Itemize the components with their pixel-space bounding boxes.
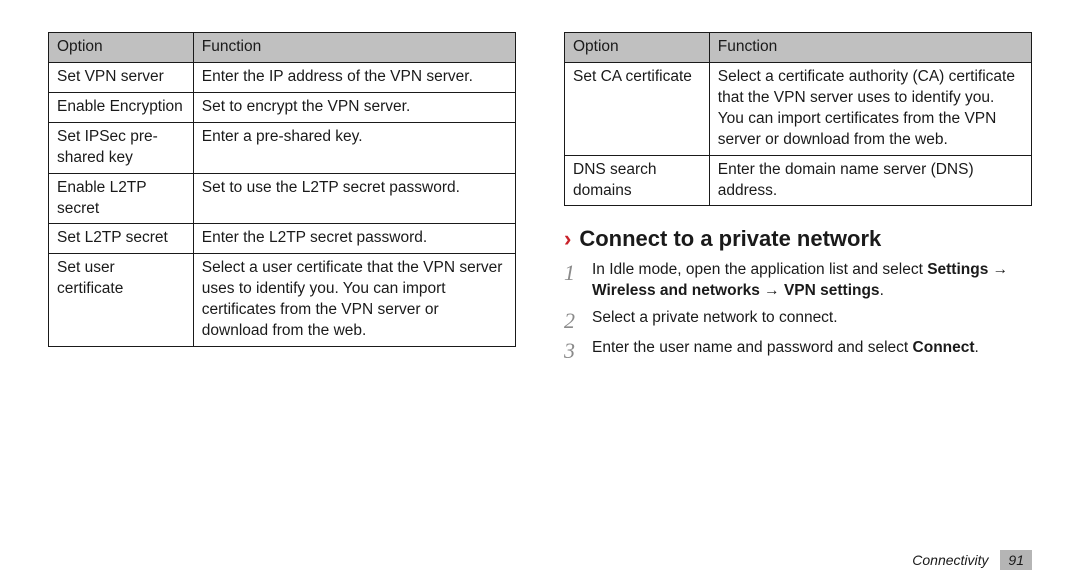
step-text-part: In Idle mode, open the application list …	[592, 261, 927, 278]
left-column: Option Function Set VPN server Enter the…	[48, 32, 516, 586]
step-number: 1	[564, 260, 592, 284]
option-cell: Set VPN server	[49, 62, 194, 92]
step-number: 3	[564, 338, 592, 362]
step-text: Select a private network to connect.	[592, 308, 1032, 329]
table-row: Set IPSec pre-shared key Enter a pre-sha…	[49, 122, 516, 173]
option-cell: Set user certificate	[49, 254, 194, 347]
function-cell: Select a certificate authority (CA) cert…	[709, 62, 1031, 155]
table-row: Set user certificate Select a user certi…	[49, 254, 516, 347]
function-cell: Set to use the L2TP secret password.	[193, 173, 515, 224]
step-text: Enter the user name and password and sel…	[592, 338, 1032, 359]
header-option: Option	[49, 33, 194, 63]
section-title: Connect to a private network	[579, 226, 881, 252]
table-row: Enable Encryption Set to encrypt the VPN…	[49, 92, 516, 122]
option-cell: Enable L2TP secret	[49, 173, 194, 224]
step-text-part: Enter the user name and password and sel…	[592, 339, 913, 356]
option-cell: Set CA certificate	[565, 62, 710, 155]
table-row: DNS search domains Enter the domain name…	[565, 155, 1032, 206]
step-number: 2	[564, 308, 592, 332]
section-heading: › Connect to a private network	[564, 226, 1032, 252]
table-header-row: Option Function	[565, 33, 1032, 63]
step-item: 2 Select a private network to connect.	[564, 308, 1032, 332]
right-column: Option Function Set CA certificate Selec…	[564, 32, 1032, 586]
manual-page: Option Function Set VPN server Enter the…	[0, 0, 1080, 586]
step-text-part: .	[880, 282, 884, 299]
function-cell: Enter the domain name server (DNS) addre…	[709, 155, 1031, 206]
function-cell: Enter the L2TP secret password.	[193, 224, 515, 254]
header-option: Option	[565, 33, 710, 63]
function-cell: Enter the IP address of the VPN server.	[193, 62, 515, 92]
chapter-label: Connectivity	[912, 552, 988, 568]
header-function: Function	[709, 33, 1031, 63]
vpn-options-table-right: Option Function Set CA certificate Selec…	[564, 32, 1032, 206]
option-cell: Set L2TP secret	[49, 224, 194, 254]
function-cell: Select a user certificate that the VPN s…	[193, 254, 515, 347]
step-text: In Idle mode, open the application list …	[592, 260, 1032, 302]
page-footer: Connectivity 91	[912, 550, 1032, 570]
step-bold-action: Connect	[913, 339, 975, 356]
function-cell: Set to encrypt the VPN server.	[193, 92, 515, 122]
vpn-options-table-left: Option Function Set VPN server Enter the…	[48, 32, 516, 347]
table-row: Set CA certificate Select a certificate …	[565, 62, 1032, 155]
table-row: Enable L2TP secret Set to use the L2TP s…	[49, 173, 516, 224]
table-row: Set VPN server Enter the IP address of t…	[49, 62, 516, 92]
steps-list: 1 In Idle mode, open the application lis…	[564, 260, 1032, 362]
option-cell: Enable Encryption	[49, 92, 194, 122]
table-header-row: Option Function	[49, 33, 516, 63]
option-cell: Set IPSec pre-shared key	[49, 122, 194, 173]
step-item: 1 In Idle mode, open the application lis…	[564, 260, 1032, 302]
table-row: Set L2TP secret Enter the L2TP secret pa…	[49, 224, 516, 254]
function-cell: Enter a pre-shared key.	[193, 122, 515, 173]
step-text-part: .	[975, 339, 979, 356]
page-number: 91	[1000, 550, 1032, 570]
header-function: Function	[193, 33, 515, 63]
step-item: 3 Enter the user name and password and s…	[564, 338, 1032, 362]
chevron-icon: ›	[564, 228, 571, 250]
option-cell: DNS search domains	[565, 155, 710, 206]
